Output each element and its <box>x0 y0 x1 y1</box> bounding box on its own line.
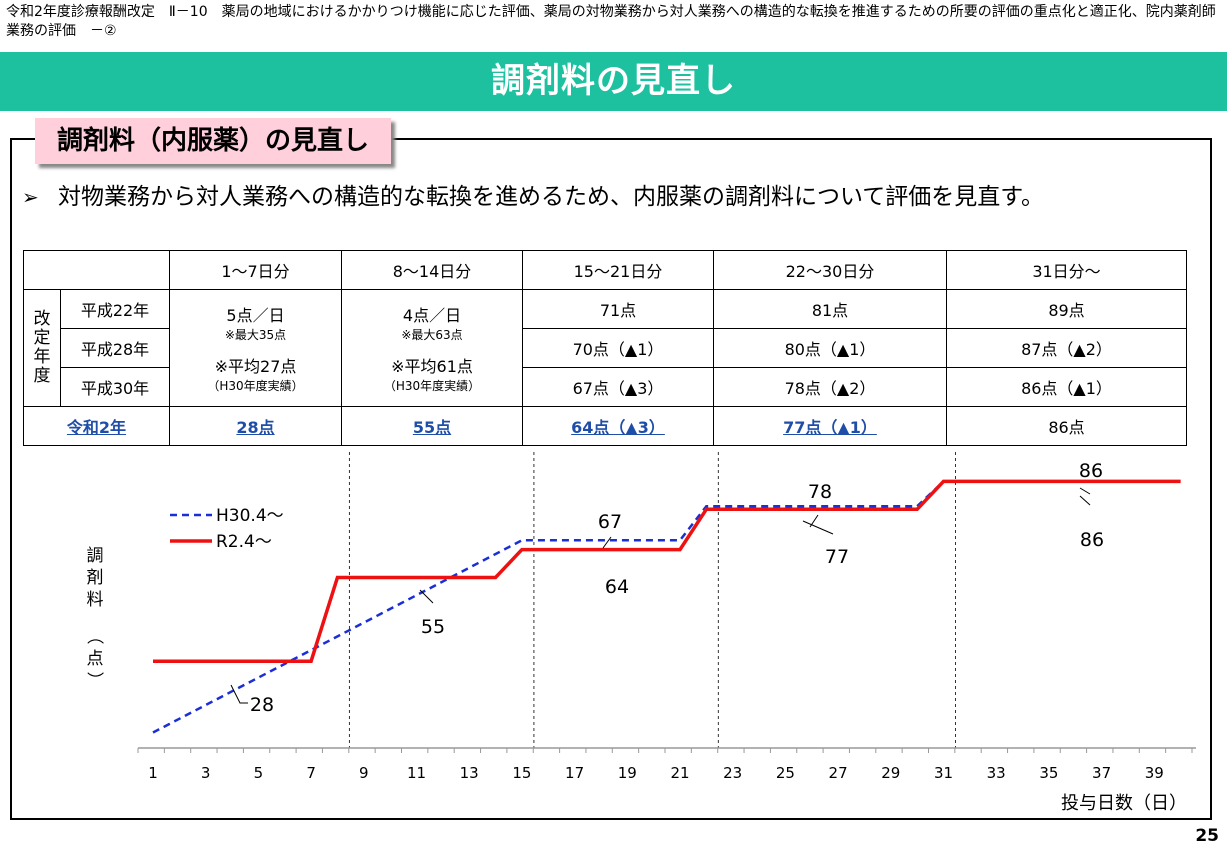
x-tick-label: 35 <box>1039 764 1058 782</box>
x-tick-label: 29 <box>881 764 900 782</box>
x-tick-label: 17 <box>565 764 584 782</box>
row-label: 平成22年 <box>60 289 170 329</box>
annotation-leader <box>809 514 819 528</box>
annotation-label: 67 <box>598 511 622 533</box>
table-col-header: 15～21日分 <box>522 250 714 290</box>
x-tick-label: 11 <box>407 764 426 782</box>
x-tick-label: 3 <box>201 764 211 782</box>
table-cell: 55点 <box>341 406 523 446</box>
x-tick-label: 19 <box>618 764 637 782</box>
legend-label: H30.4～ <box>216 506 284 526</box>
x-tick-label: 15 <box>512 764 531 782</box>
annotation-label: 55 <box>421 616 445 638</box>
x-tick-label: 31 <box>934 764 953 782</box>
x-tick-label: 39 <box>1145 764 1164 782</box>
x-tick-label: 21 <box>670 764 689 782</box>
table-row: 改 定 年 度 平成22年 5点／日 ※最大35点 ※平均27点 （H30年度実… <box>23 289 1187 407</box>
series-line-r2 <box>153 479 1181 663</box>
table-cell: 78点（▲2） <box>713 367 947 407</box>
annotation-label: 77 <box>825 546 849 568</box>
annotation-label: 64 <box>605 576 629 598</box>
bullet-arrow-icon: ➢ <box>22 185 39 209</box>
annotation-leader <box>602 536 612 549</box>
table-col-header: 22～30日分 <box>713 250 947 290</box>
table-cell: 81点 <box>713 289 947 329</box>
table-cell: 86点 <box>946 406 1187 446</box>
series-line-h30 <box>152 480 1181 734</box>
row-label: 平成30年 <box>60 367 170 407</box>
x-tick-label: 9 <box>359 764 369 782</box>
annotation-leader <box>802 520 834 535</box>
table-cell: 28点 <box>169 406 342 446</box>
annotation-label: 78 <box>808 481 832 503</box>
x-tick-label: 5 <box>254 764 264 782</box>
table-cell: 64点（▲3） <box>522 406 714 446</box>
y-axis-title-char: 調 <box>87 546 104 566</box>
page-number: 25 <box>1195 826 1219 846</box>
annotation-leader <box>1079 495 1091 506</box>
row-label: 平成28年 <box>60 328 170 368</box>
legend-label: R2.4～ <box>216 532 272 552</box>
section-subtitle: 調剤料（内服薬）の見直し <box>35 118 392 164</box>
x-axis-title: 投与日数（日） <box>1061 793 1187 814</box>
annotation-label: 86 <box>1079 460 1103 482</box>
y-axis-title-char: （ <box>84 628 104 645</box>
table-col-header: 1～7日分 <box>169 250 342 290</box>
x-tick-label: 13 <box>460 764 479 782</box>
annotation-leader <box>230 684 248 704</box>
x-tick-label: 33 <box>987 764 1006 782</box>
y-axis-title-char: 剤 <box>87 568 104 588</box>
y-axis-title-char: 料 <box>87 590 104 610</box>
content-frame <box>10 138 1212 820</box>
header-description: 令和2年度診療報酬改定 Ⅱ－10 薬局の地域におけるかかりつけ機能に応じた評価、… <box>6 4 1216 39</box>
bullet-text: 対物業務から対人業務への構造的な転換を進めるため、内服薬の調剤料について評価を見… <box>58 184 1045 210</box>
x-tick-label: 7 <box>306 764 316 782</box>
x-tick-label: 1 <box>148 764 158 782</box>
annotation-leader <box>1079 487 1091 495</box>
x-tick-label: 25 <box>776 764 795 782</box>
x-tick-label: 37 <box>1092 764 1111 782</box>
page-title: 調剤料の見直し <box>0 52 1227 111</box>
table-cell: 80点（▲1） <box>713 328 947 368</box>
bullet-point: ➢ 対物業務から対人業務への構造的な転換を進めるため、内服薬の調剤料について評価を… <box>22 181 1202 214</box>
y-axis-title-char: 点 <box>87 649 104 669</box>
y-axis-title-char: ） <box>84 672 104 689</box>
table-cell: 77点（▲1） <box>713 406 947 446</box>
table-cell: 86点（▲1） <box>946 367 1187 407</box>
annotation-leader <box>419 589 434 604</box>
row-label-r2: 令和2年 <box>23 406 170 446</box>
annotation-label: 28 <box>250 694 274 716</box>
annotation-label: 86 <box>1080 529 1104 551</box>
x-tick-label: 23 <box>723 764 742 782</box>
fee-table: 1～7日分 8～14日分 15～21日分 22～30日分 31日分～ 改 定 年… <box>23 250 1187 446</box>
table-corner-cell <box>23 250 170 290</box>
merged-cell-1to7: 5点／日 ※最大35点 ※平均27点 （H30年度実績） <box>169 289 342 407</box>
table-cell: 89点 <box>946 289 1187 329</box>
table-row: 令和2年 28点 55点 64点（▲3） 77点（▲1） 86点 <box>23 406 1187 446</box>
x-tick-label: 27 <box>829 764 848 782</box>
